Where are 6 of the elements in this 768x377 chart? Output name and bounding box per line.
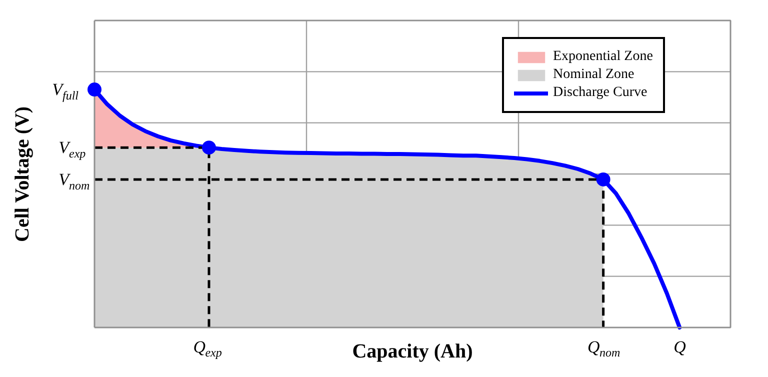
legend-label: Nominal Zone — [553, 67, 634, 83]
x-axis-title: Capacity (Ah) — [352, 340, 473, 362]
y-axis-title: Cell Voltage (V) — [12, 106, 34, 242]
legend-label: Exponential Zone — [553, 49, 653, 65]
x-tick-label: Q — [674, 338, 686, 356]
legend-label: Discharge Curve — [553, 85, 648, 101]
